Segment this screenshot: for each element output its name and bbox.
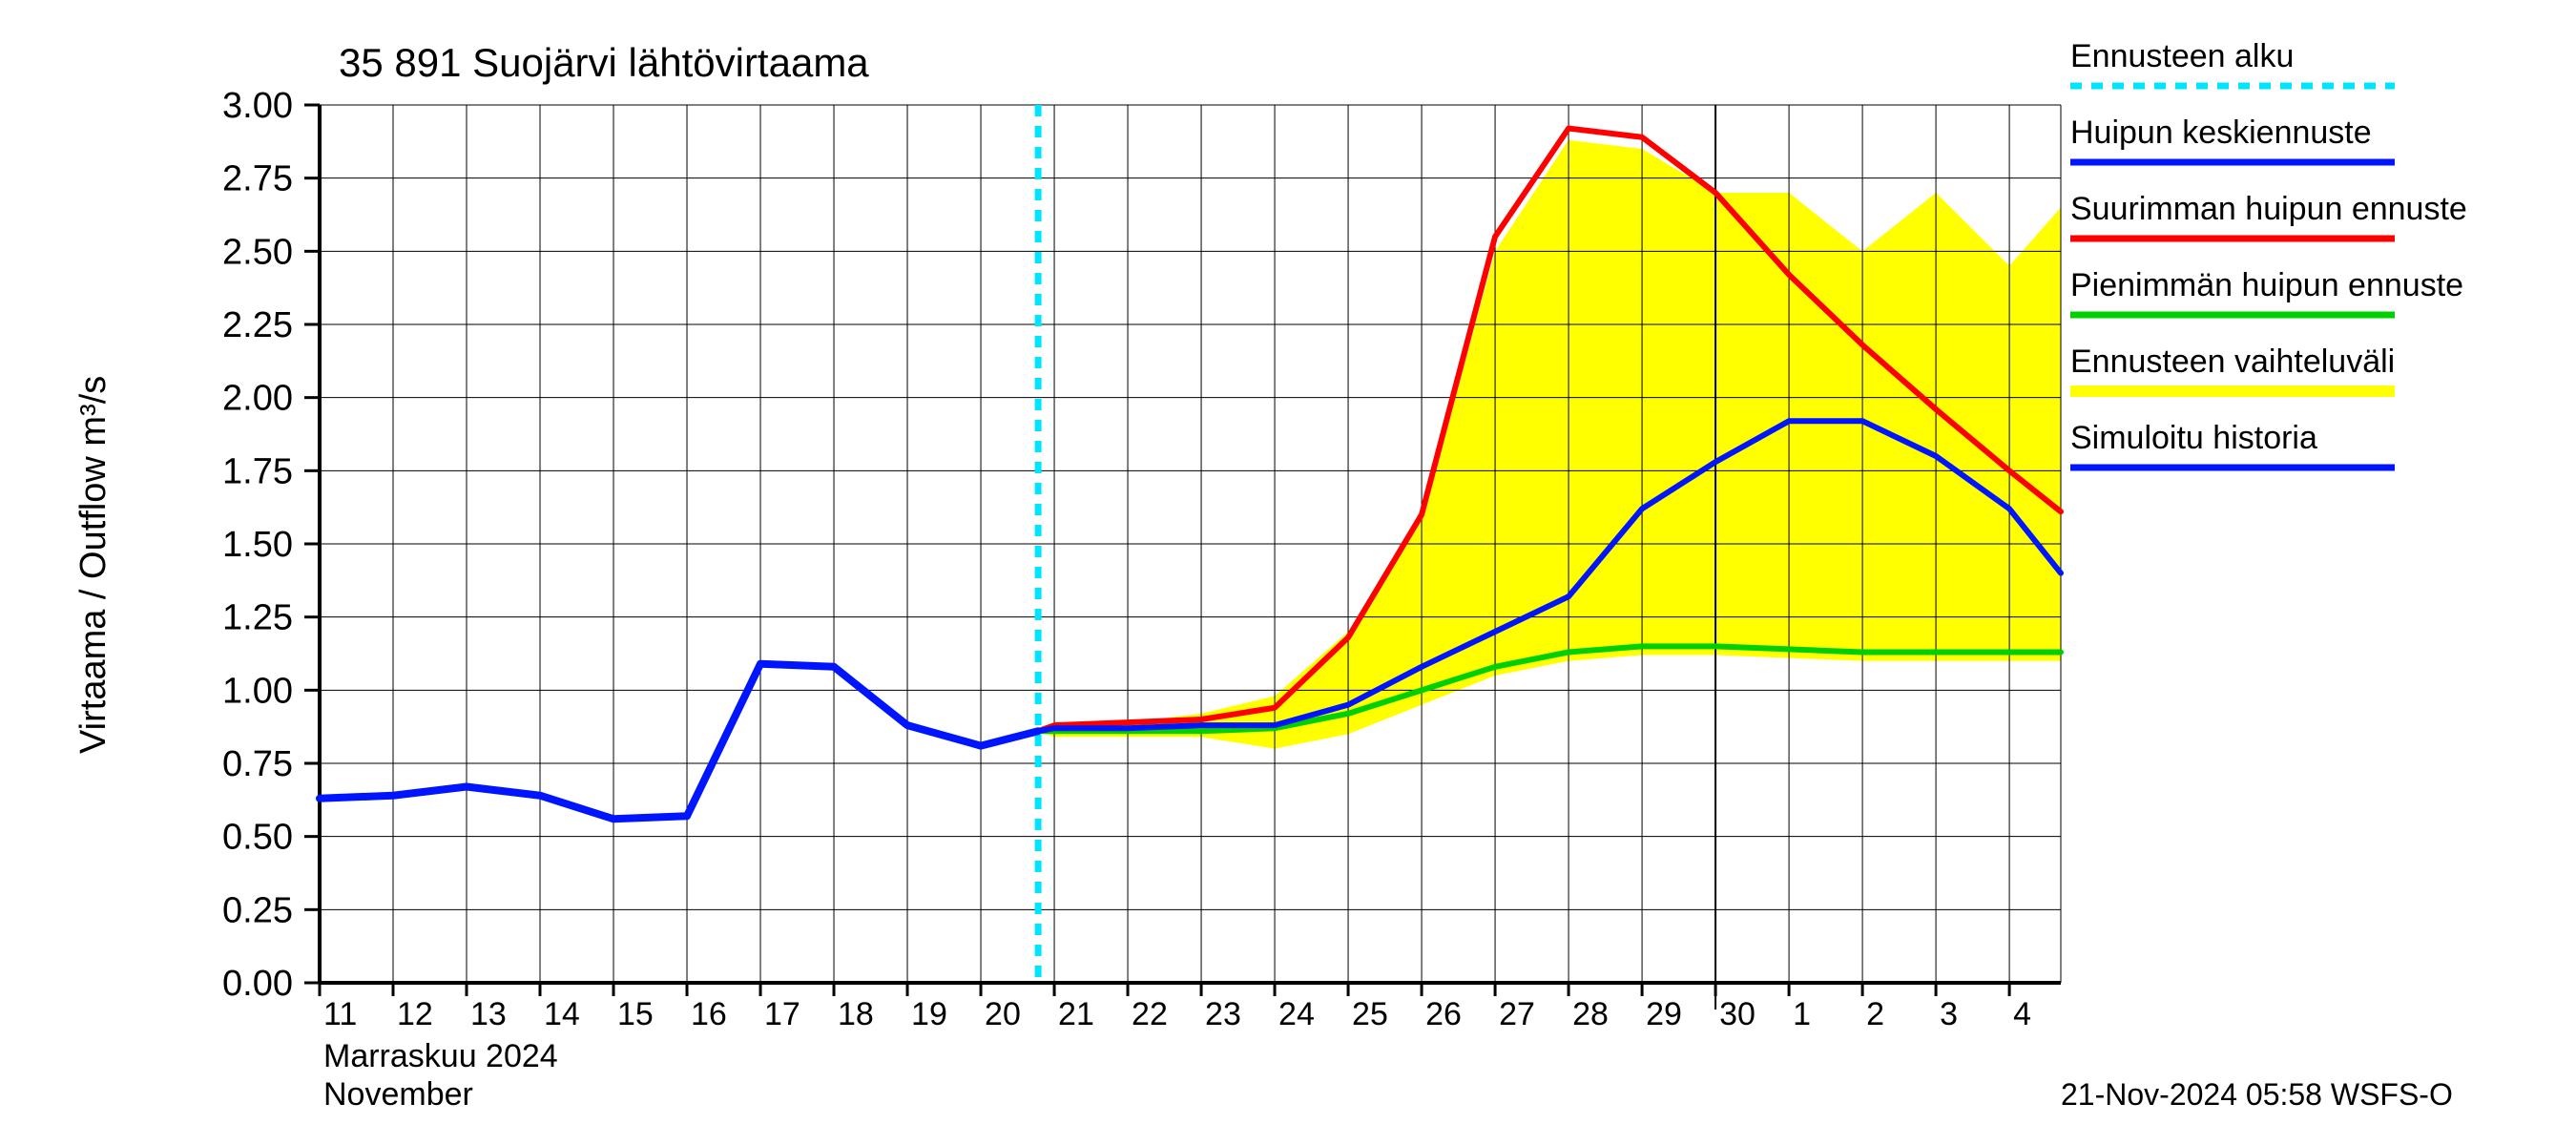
legend-label: Suurimman huipun ennuste [2070, 191, 2467, 227]
x-tick-label: 12 [397, 996, 433, 1032]
x-tick-label: 22 [1132, 996, 1168, 1032]
x-tick-label: 2 [1866, 996, 1884, 1032]
x-tick-label: 30 [1719, 996, 1755, 1032]
y-tick-label: 1.50 [222, 525, 293, 565]
x-tick-label: 1 [1793, 996, 1811, 1032]
y-tick-label: 2.50 [222, 232, 293, 272]
legend-label: Pienimmän huipun ennuste [2070, 267, 2463, 303]
x-tick-label: 28 [1572, 996, 1609, 1032]
legend-label: Huipun keskiennuste [2070, 114, 2372, 151]
y-tick-label: 0.25 [222, 890, 293, 930]
y-tick-label: 0.75 [222, 744, 293, 784]
x-tick-label: 14 [544, 996, 580, 1032]
legend-label: Ennusteen alku [2070, 38, 2294, 74]
x-tick-label: 26 [1425, 996, 1462, 1032]
x-tick-label: 11 [323, 996, 357, 1032]
x-tick-label: 19 [911, 996, 947, 1032]
x-tick-label: 23 [1205, 996, 1241, 1032]
x-tick-label: 29 [1646, 996, 1682, 1032]
y-tick-label: 0.50 [222, 818, 293, 858]
x-tick-label: 16 [691, 996, 727, 1032]
y-tick-label: 2.00 [222, 379, 293, 419]
y-tick-label: 2.75 [222, 159, 293, 199]
x-tick-label: 17 [764, 996, 800, 1032]
legend-label: Simuloitu historia [2070, 420, 2317, 456]
y-tick-label: 3.00 [222, 86, 293, 126]
x-tick-label: 20 [985, 996, 1021, 1032]
x-tick-label: 13 [470, 996, 507, 1032]
x-month-label-fi: Marraskuu 2024 [323, 1038, 558, 1074]
footer-timestamp: 21-Nov-2024 05:58 WSFS-O [2061, 1077, 2453, 1112]
x-month-label-en: November [323, 1076, 473, 1113]
y-tick-label: 1.00 [222, 671, 293, 711]
x-tick-label: 21 [1058, 996, 1094, 1032]
x-tick-label: 27 [1499, 996, 1535, 1032]
x-tick-label: 24 [1278, 996, 1315, 1032]
chart-title: 35 891 Suojärvi lähtövirtaama [339, 40, 869, 85]
x-tick-label: 4 [2013, 996, 2031, 1032]
y-tick-label: 1.75 [222, 451, 293, 491]
y-tick-label: 0.00 [222, 964, 293, 1004]
outflow-forecast-chart: 0.00 0.25 0.50 0.75 1.00 1.25 1.50 1.75 2.00 2.25… [0, 0, 2576, 1145]
x-tick-label: 15 [617, 996, 654, 1032]
legend-label: Ennusteen vaihteluväli [2070, 344, 2395, 380]
x-tick-label: 3 [1940, 996, 1958, 1032]
x-tick-label: 25 [1352, 996, 1388, 1032]
x-tick-label: 18 [838, 996, 874, 1032]
chart-bg [0, 0, 2576, 1145]
y-tick-label: 2.25 [222, 305, 293, 345]
y-tick-label: 1.25 [222, 598, 293, 638]
y-axis-label: Virtaama / Outflow m³/s [73, 376, 114, 754]
